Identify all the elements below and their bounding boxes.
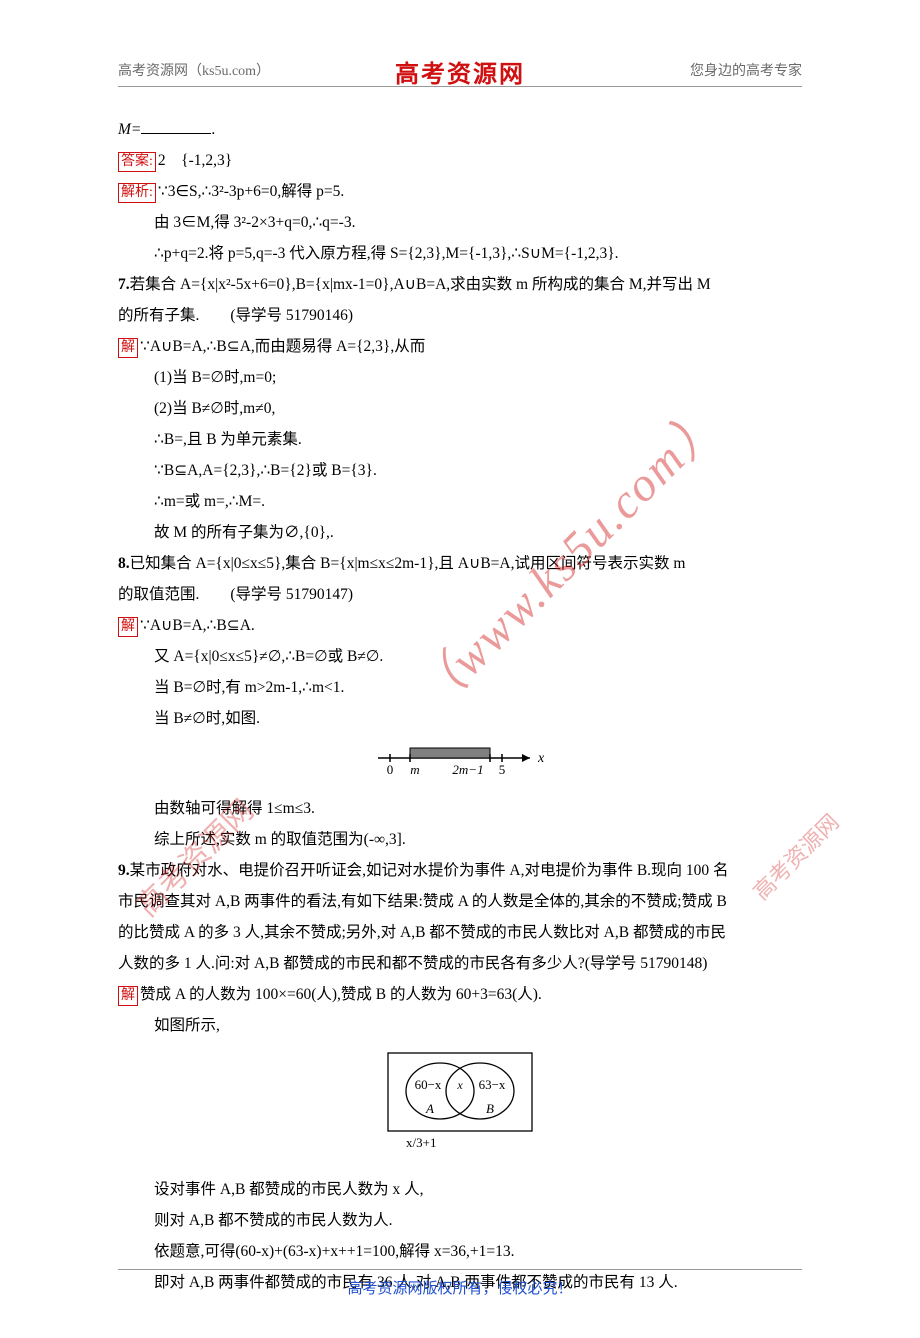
- line-m-equals: M=.: [118, 114, 802, 145]
- q7-line-1: 7.若集合 A={x|x²-5x+6=0},B={x|mx-1=0},A∪B=A…: [118, 269, 802, 300]
- q8-sol-1: 解∵A∪B=A,∴B⊆A.: [118, 610, 802, 641]
- q8-line-2: 的取值范围. (导学号 51790147): [118, 579, 802, 610]
- svg-text:x/3+1: x/3+1: [406, 1135, 436, 1150]
- q8-sol-4: 当 B≠∅时,如图.: [118, 703, 802, 734]
- q9-line-1: 9.某市政府对水、电提价召开听证会,如记对水提价为事件 A,对电提价为事件 B.…: [118, 855, 802, 886]
- svg-text:x: x: [537, 751, 545, 766]
- svg-text:A: A: [425, 1101, 434, 1116]
- analysis-line-2: 由 3∈M,得 3²-2×3+q=0,∴q=-3.: [118, 207, 802, 238]
- solve-label-2: 解: [118, 617, 138, 637]
- page-header: 高考资源网（ks5u.com） 高考资源网 您身边的高考专家: [118, 60, 802, 82]
- q7-sol-7: 故 M 的所有子集为∅,{0},.: [118, 517, 802, 548]
- svg-text:63−x: 63−x: [479, 1077, 506, 1092]
- q9-sol-3: 设对事件 A,B 都赞成的市民人数为 x 人,: [118, 1174, 802, 1205]
- q7-sol-3: (2)当 B≠∅时,m≠0,: [118, 393, 802, 424]
- header-rule: [118, 86, 802, 87]
- q9-line-4: 人数的多 1 人.问:对 A,B 都赞成的市民和都不赞成的市民各有多少人?(导学…: [118, 948, 802, 979]
- q9-sol-1: 解赞成 A 的人数为 100×=60(人),赞成 B 的人数为 60+3=63(…: [118, 979, 802, 1010]
- svg-text:60−x: 60−x: [415, 1077, 442, 1092]
- answer-label: 答案:: [118, 152, 156, 172]
- blank-fill: [141, 118, 211, 135]
- q7-sol-1: 解∵A∪B=A,∴B⊆A,而由题易得 A={2,3},从而: [118, 331, 802, 362]
- q7-sol-2: (1)当 B=∅时,m=0;: [118, 362, 802, 393]
- svg-text:B: B: [486, 1101, 494, 1116]
- svg-text:x: x: [456, 1078, 463, 1092]
- solve-label-3: 解: [118, 986, 138, 1006]
- analysis-label: 解析:: [118, 183, 156, 203]
- q8-sol-2: 又 A={x|0≤x≤5}≠∅,∴B=∅或 B≠∅.: [118, 641, 802, 672]
- analysis-line-3: ∴p+q=2.将 p=5,q=-3 代入原方程,得 S={2,3},M={-1,…: [118, 238, 802, 269]
- header-left: 高考资源网（ks5u.com）: [118, 60, 270, 80]
- answer-line: 答案:2 {-1,2,3}: [118, 145, 802, 176]
- q8-line-1: 8.已知集合 A={x|0≤x≤5},集合 B={x|m≤x≤2m-1},且 A…: [118, 548, 802, 579]
- header-center-logo: 高考资源网: [395, 54, 525, 89]
- q7-sol-6: ∴m=或 m=,∴M=.: [118, 486, 802, 517]
- svg-text:2m−1: 2m−1: [452, 762, 483, 777]
- q9-line-2: 市民调查其对 A,B 两事件的看法,有如下结果:赞成 A 的人数是全体的,其余的…: [118, 886, 802, 917]
- q9-sol-5: 依题意,可得(60-x)+(63-x)+x++1=100,解得 x=36,+1=…: [118, 1236, 802, 1267]
- q8-sol-5: 由数轴可得解得 1≤m≤3.: [118, 793, 802, 824]
- venn-figure: 60−x x 63−x A B x/3+1: [118, 1047, 802, 1168]
- number-line-figure: 0 m 2m−1 5 x: [118, 738, 802, 789]
- svg-text:m: m: [410, 762, 419, 777]
- analysis-line-1: 解析:∵3∈S,∴3²-3p+6=0,解得 p=5.: [118, 176, 802, 207]
- solve-label: 解: [118, 338, 138, 358]
- q8-sol-3: 当 B=∅时,有 m>2m-1,∴m<1.: [118, 672, 802, 703]
- svg-text:5: 5: [499, 762, 506, 777]
- q8-sol-6: 综上所述,实数 m 的取值范围为(-∞,3].: [118, 824, 802, 855]
- header-right: 您身边的高考专家: [690, 60, 802, 80]
- svg-text:0: 0: [387, 762, 394, 777]
- footer-text: 高考资源网版权所有，侵权必究！: [0, 1277, 920, 1298]
- q7-sol-4: ∴B=,且 B 为单元素集.: [118, 424, 802, 455]
- q9-sol-2: 如图所示,: [118, 1010, 802, 1041]
- q9-sol-4: 则对 A,B 都不赞成的市民人数为人.: [118, 1205, 802, 1236]
- footer-rule: [118, 1269, 802, 1270]
- page: 高考资源网（ks5u.com） 高考资源网 您身边的高考专家 （www.ks5u…: [0, 0, 920, 1338]
- q7-sol-5: ∵B⊆A,A={2,3},∴B={2}或 B={3}.: [118, 455, 802, 486]
- q7-line-2: 的所有子集. (导学号 51790146): [118, 300, 802, 331]
- q9-line-3: 的比赞成 A 的多 3 人,其余不赞成;另外,对 A,B 都不赞成的市民人数比对…: [118, 917, 802, 948]
- content: M=. 答案:2 {-1,2,3} 解析:∵3∈S,∴3²-3p+6=0,解得 …: [118, 114, 802, 1298]
